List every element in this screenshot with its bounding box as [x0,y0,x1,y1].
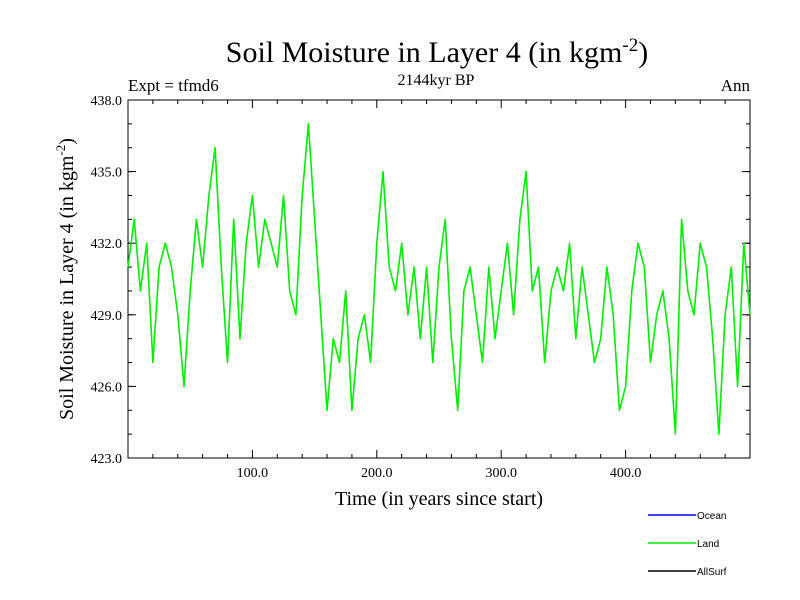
y-tick-label: 429.0 [91,309,123,324]
y-axis-label: Soil Moisture in Layer 4 (in kgm-2) [53,138,78,420]
series-line-land [127,123,751,435]
y-axis: 423.0 426.0 429.0 432.0 435.0 438.0 [91,94,750,467]
y-tick-label: 438.0 [91,94,123,109]
plot-area: 423.0 426.0 429.0 432.0 435.0 438.0 100.0 200.… [91,94,751,481]
title-text: Soil Moisture in Layer 4 (in kgm [226,36,623,69]
x-axis: 100.0 200.0 300.0 400.0 [152,100,726,481]
y-axis-label-end: ) [56,138,78,145]
x-tick-label: 200.0 [361,466,393,481]
y-tick-label: 426.0 [91,380,123,395]
chart-title: Soil Moisture in Layer 4 (in kgm-2) [226,35,648,69]
series-layer [127,123,751,435]
chart-subtitle: 2144kyr BP [398,72,475,89]
legend-label-land: Land [697,539,719,550]
y-axis-label-text: Soil Moisture in Layer 4 (in kgm [56,155,78,420]
y-tick-label: 435.0 [91,166,123,181]
x-axis-label: Time (in years since start) [335,488,543,510]
y-tick-label: 423.0 [91,452,123,467]
legend-label-ocean: Ocean [697,511,726,522]
y-axis-label-superscript: -2 [53,145,68,156]
legend: Ocean Land AllSurf [648,511,727,578]
title-end: ) [638,36,648,69]
season-label: Ann [721,76,751,95]
x-tick-label: 100.0 [237,466,269,481]
legend-label-allsurf: AllSurf [697,567,727,578]
title-superscript: -2 [622,35,638,56]
x-tick-label: 300.0 [485,466,517,481]
y-tick-label: 432.0 [91,237,123,252]
plot-frame [127,99,751,459]
x-tick-label: 400.0 [610,466,642,481]
experiment-label: Expt = tfmd6 [128,76,219,95]
